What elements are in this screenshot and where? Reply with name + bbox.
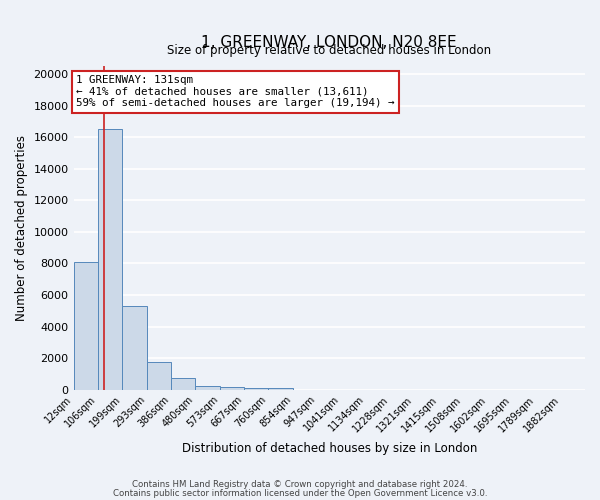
Bar [122,306,146,390]
X-axis label: Distribution of detached houses by size in London: Distribution of detached houses by size … [182,442,477,455]
Bar [98,130,122,390]
Text: Contains public sector information licensed under the Open Government Licence v3: Contains public sector information licen… [113,490,487,498]
Bar [196,386,220,390]
Bar [244,388,268,390]
Bar [268,388,293,390]
Bar [220,387,244,390]
Text: 1 GREENWAY: 131sqm
← 41% of detached houses are smaller (13,611)
59% of semi-det: 1 GREENWAY: 131sqm ← 41% of detached hou… [76,75,395,108]
Text: Contains HM Land Registry data © Crown copyright and database right 2024.: Contains HM Land Registry data © Crown c… [132,480,468,489]
Bar [171,378,196,390]
Y-axis label: Number of detached properties: Number of detached properties [15,135,28,321]
Title: 1, GREENWAY, LONDON, N20 8EE: 1, GREENWAY, LONDON, N20 8EE [202,35,457,50]
Bar [74,262,98,390]
Text: Size of property relative to detached houses in London: Size of property relative to detached ho… [167,44,491,57]
Bar [146,362,171,390]
